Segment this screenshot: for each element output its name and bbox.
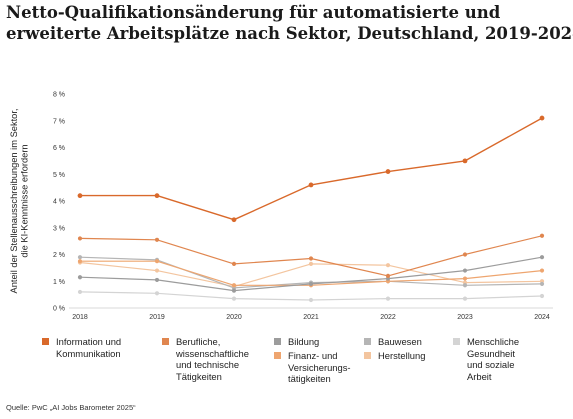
legend-item: Finanz- und Versicherungs- tätigkeiten xyxy=(274,350,351,385)
legend-item: Bildung xyxy=(274,336,319,348)
y-axis-label-line: Anteil der Stellenausschreibungen im Sek… xyxy=(9,108,19,293)
legend-swatch xyxy=(364,338,371,345)
legend-swatch xyxy=(162,338,169,345)
data-point xyxy=(154,277,160,283)
y-axis-ticks: 0 % 1 % 2 % 3 % 4 % 5 % 6 % 7 % 8 % xyxy=(53,92,65,313)
data-point xyxy=(462,296,468,301)
data-point xyxy=(154,268,160,273)
data-point xyxy=(539,268,545,273)
legend-swatch xyxy=(42,338,49,345)
data-point xyxy=(77,275,83,280)
data-point xyxy=(154,237,160,242)
y-tick-label: 8 % xyxy=(53,92,65,99)
y-axis-label-line: die KI-Kenntnisse erfordern xyxy=(20,144,30,257)
legend-item: Menschliche Gesundheit und soziale Arbei… xyxy=(453,336,519,382)
x-tick-label: 2024 xyxy=(534,314,550,321)
y-tick-label: 7 % xyxy=(53,118,65,125)
data-point xyxy=(77,259,83,264)
data-point xyxy=(539,233,545,238)
data-point xyxy=(308,182,314,188)
data-point xyxy=(77,289,83,295)
data-point xyxy=(385,296,391,301)
data-point xyxy=(462,158,468,164)
series-line xyxy=(80,117,543,221)
data-point xyxy=(154,291,160,296)
data-point xyxy=(154,259,160,264)
source-note: Quelle: PwC „AI Jobs Barometer 2025“ xyxy=(6,403,136,412)
legend-label: Finanz- und Versicherungs- tätigkeiten xyxy=(288,350,351,384)
legend-swatch xyxy=(364,352,371,359)
legend-item: Bauwesen xyxy=(364,336,422,348)
legend-label: Bildung xyxy=(288,336,320,347)
chart-title-line-2: erweiterte Arbeitsplätze nach Sektor, De… xyxy=(6,24,573,43)
y-tick-label: 2 % xyxy=(53,252,65,259)
chart-title-line-1: Netto-Qualifikationsänderung für automat… xyxy=(6,3,501,22)
data-point xyxy=(231,217,237,223)
data-point xyxy=(462,283,468,288)
legend-swatch xyxy=(274,338,281,345)
data-point xyxy=(385,263,391,268)
data-point xyxy=(539,293,545,299)
data-point xyxy=(77,255,83,260)
legend-swatch xyxy=(453,338,460,345)
data-point xyxy=(539,255,545,260)
data-point xyxy=(308,261,314,266)
chart-legend: Information und Kommunikation Berufliche,… xyxy=(42,336,567,386)
data-point xyxy=(385,273,391,278)
y-tick-label: 4 % xyxy=(53,199,65,206)
legend-item: Herstellung xyxy=(364,350,425,362)
y-tick-label: 3 % xyxy=(53,225,65,232)
x-tick-label: 2022 xyxy=(380,314,396,321)
data-point xyxy=(308,297,314,303)
x-tick-label: 2021 xyxy=(303,314,319,321)
data-point xyxy=(462,252,468,257)
y-tick-label: 5 % xyxy=(53,172,65,179)
legend-label: Berufliche, wissenschaftliche und techni… xyxy=(176,336,249,382)
legend-swatch xyxy=(274,352,281,359)
y-tick-label: 6 % xyxy=(53,145,65,152)
data-point xyxy=(231,261,237,266)
legend-label: Menschliche Gesundheit und soziale Arbei… xyxy=(467,336,520,382)
series-points xyxy=(77,115,545,303)
x-tick-label: 2019 xyxy=(149,314,165,321)
x-tick-label: 2023 xyxy=(457,314,473,321)
legend-item: Berufliche, wissenschaftliche und techni… xyxy=(162,336,249,382)
line-chart: Anteil der Stellenausschreibungen im Sek… xyxy=(9,92,553,321)
legend-label: Bauwesen xyxy=(378,336,422,347)
data-point xyxy=(154,193,160,199)
series-lines xyxy=(79,117,543,301)
x-axis-ticks: 2018 2019 2020 2021 2022 2023 2024 xyxy=(72,314,550,321)
data-point xyxy=(231,296,237,301)
data-point xyxy=(77,236,83,241)
data-point xyxy=(539,281,545,287)
legend-item: Information und Kommunikation xyxy=(42,336,121,359)
y-tick-label: 1 % xyxy=(53,279,65,286)
data-point xyxy=(231,288,237,293)
data-point xyxy=(385,169,391,174)
y-axis-label: Anteil der Stellenausschreibungen im Sek… xyxy=(9,108,30,293)
x-tick-label: 2018 xyxy=(72,314,88,321)
chart-title: Netto-Qualifikationsänderung für automat… xyxy=(6,2,573,44)
y-tick-label: 0 % xyxy=(53,306,65,313)
data-point xyxy=(308,256,314,261)
data-point xyxy=(462,268,468,273)
legend-label: Information und Kommunikation xyxy=(56,336,122,359)
data-point xyxy=(308,281,314,287)
data-point xyxy=(231,283,237,288)
data-point xyxy=(462,276,468,281)
data-point xyxy=(539,115,545,121)
data-point xyxy=(77,193,83,199)
legend-label: Herstellung xyxy=(378,350,426,361)
x-tick-label: 2020 xyxy=(226,314,242,321)
